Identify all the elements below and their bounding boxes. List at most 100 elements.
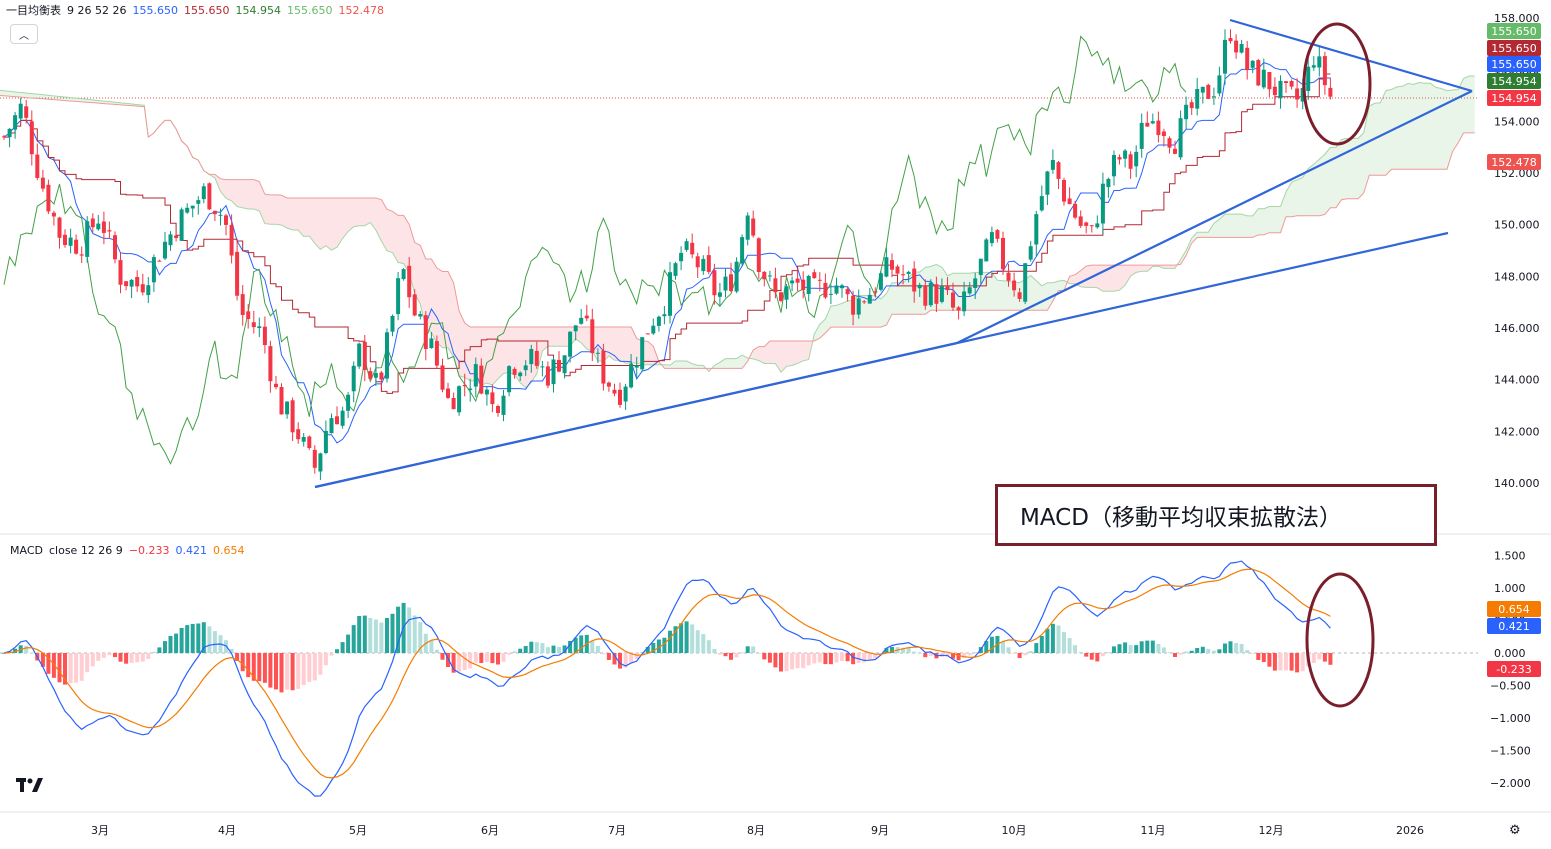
cloud-bull: [1419, 82, 1425, 170]
candle-body: [606, 382, 611, 387]
macd-histogram-bar: [1039, 636, 1044, 653]
macd-badge-label: 0.421: [1498, 620, 1530, 633]
macd-histogram-bar: [601, 653, 606, 655]
candle-body: [651, 325, 656, 334]
macd-histogram-bar: [773, 653, 778, 668]
macd-histogram-bar: [1284, 653, 1288, 671]
cloud-bear: [237, 179, 243, 208]
cloud-bull: [686, 361, 693, 369]
cloud-bear: [292, 198, 299, 230]
macd-histogram-bar: [107, 653, 112, 656]
candle-body: [1123, 150, 1128, 159]
gear-icon[interactable]: ⚙: [1509, 823, 1521, 838]
time-axis-tick: 11月: [1141, 824, 1166, 837]
candle-body: [912, 268, 917, 292]
candle-body: [518, 372, 523, 377]
cloud-bull: [1269, 206, 1275, 233]
macd-histogram-bar: [329, 653, 334, 656]
cloud-bear: [248, 179, 254, 209]
macd-histogram-bar: [534, 642, 539, 653]
candle-body: [18, 103, 23, 119]
macd-histogram-bar: [956, 653, 961, 661]
candle-body: [1178, 118, 1183, 158]
macd-histogram-bar: [795, 653, 800, 669]
macd-histogram-bar: [257, 653, 262, 682]
ichimoku-legend[interactable]: 一目均衡表 9 26 52 26 155.650 155.650 154.954 155.…: [6, 2, 390, 18]
macd-legend[interactable]: MACD close 12 26 9 −0.233 0.421 0.654: [10, 544, 251, 557]
cloud-bull: [814, 324, 820, 341]
candle-body: [867, 294, 872, 304]
cloud-bull: [742, 355, 748, 369]
candle-body: [1173, 148, 1177, 154]
candle-body: [235, 251, 240, 296]
cloud-bear: [1141, 265, 1148, 272]
candle-body: [1134, 151, 1139, 167]
macd-histogram-bar: [734, 653, 739, 658]
macd-histogram-bar: [335, 649, 339, 653]
macd-histogram-bar: [928, 653, 933, 656]
macd-histogram-bar: [1012, 653, 1017, 654]
cloud-bull: [61, 96, 67, 101]
cloud-bear: [509, 327, 515, 375]
macd-histogram-bar: [1156, 644, 1161, 653]
cloud-bear: [503, 327, 510, 374]
price-axis-tick: 146.000: [1494, 322, 1540, 335]
macd-histogram-bar: [1322, 653, 1327, 662]
macd-histogram-bar: [1100, 653, 1105, 657]
macd-histogram-bar: [545, 647, 550, 653]
candle-body: [1112, 155, 1116, 177]
macd-histogram-bar: [40, 653, 45, 667]
cloud-bear: [342, 198, 349, 239]
price-badge-label: 155.650: [1491, 58, 1537, 71]
cloud-bear: [436, 268, 443, 348]
candle-body: [1012, 280, 1017, 291]
collapse-button[interactable]: ︿: [10, 24, 38, 44]
cloud-bear: [381, 199, 387, 251]
macd-histogram-bar: [496, 653, 500, 665]
candle-body: [706, 255, 711, 272]
macd-hist-value: −0.233: [128, 544, 170, 557]
candle-body: [451, 398, 456, 410]
candle-body: [1239, 44, 1244, 53]
macd-histogram-bar: [679, 623, 684, 653]
macd-histogram-bar: [385, 618, 389, 653]
macd-histogram-bar: [740, 652, 745, 654]
macd-histogram-bar: [629, 653, 634, 663]
candle-body: [1245, 47, 1250, 71]
price-axis-tick: 158.000: [1494, 12, 1540, 25]
candle-body: [901, 274, 906, 276]
trendline: [314, 231, 1449, 489]
candle-body: [545, 366, 550, 386]
candle-body: [634, 365, 639, 368]
macd-histogram-bar: [1073, 645, 1078, 653]
candle-body: [923, 286, 928, 306]
cloud-bear: [559, 327, 565, 347]
candle-body: [468, 388, 473, 390]
tradingview-logo-icon[interactable]: [16, 774, 44, 796]
candle-body: [201, 186, 206, 200]
candle-body: [262, 326, 267, 345]
macd-histogram-bar: [1145, 640, 1150, 653]
macd-histogram-bar: [434, 649, 439, 653]
macd-histogram-bar: [29, 652, 34, 654]
cloud-bull: [681, 361, 687, 369]
candle-body: [884, 257, 889, 277]
price-badge: [1487, 90, 1541, 106]
candle-body: [1284, 81, 1288, 83]
macd-histogram-bar: [1067, 638, 1072, 653]
cloud-bear: [414, 242, 421, 305]
macd-histogram-bar: [823, 653, 828, 665]
candle-body: [828, 293, 833, 295]
candle-body: [212, 210, 217, 215]
macd-histogram-bar: [668, 630, 672, 653]
candle-body: [1139, 122, 1144, 149]
candle-body: [179, 209, 184, 241]
cloud-bull: [1447, 90, 1453, 170]
candle-body: [562, 355, 567, 374]
candle-body: [2, 136, 6, 138]
candle-body: [1067, 198, 1072, 205]
cloud-bull: [1236, 214, 1242, 238]
macd-histogram-bar: [1256, 653, 1261, 660]
cloud-bull: [1202, 232, 1209, 238]
